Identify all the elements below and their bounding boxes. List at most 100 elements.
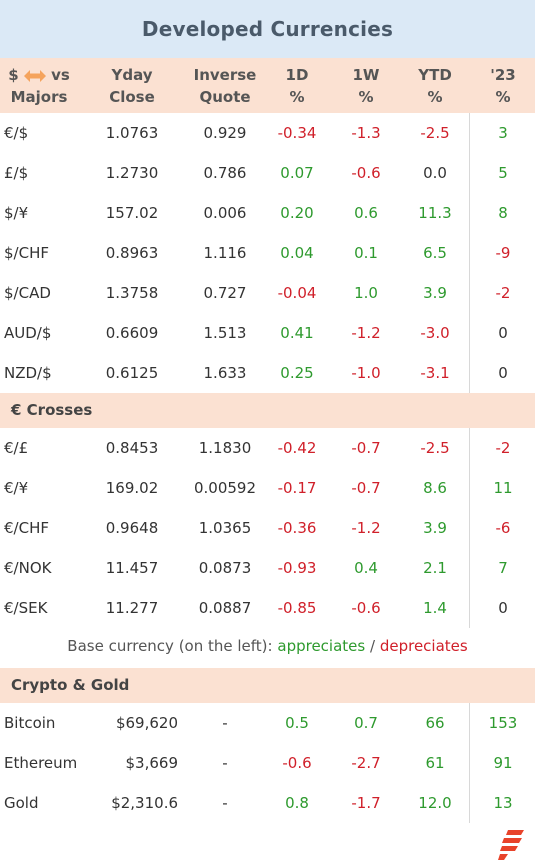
table-row: $/¥ 157.02 0.006 0.20 0.6 11.3 8 [0,193,535,233]
cell-pair: $/¥ [4,204,29,222]
cell-pair: €/$ [4,124,29,142]
cell-1w: -1.0 [351,364,381,382]
cell-inverse-quote: 1.1830 [198,439,252,457]
cell-yday-close: 0.9648 [105,519,159,537]
cell-ytd: 2.1 [423,559,447,577]
double-arrow-icon [23,69,46,82]
cell-pair: £/$ [4,164,29,182]
cell-inverse-quote: - [222,794,228,812]
cell-1d: 0.5 [285,714,309,732]
cell-pair: $/CAD [4,284,51,302]
page-title: Developed Currencies [141,17,394,41]
cell-yday-close: 1.0763 [105,124,159,142]
cell-pair: Ethereum [4,754,78,772]
table-row: Ethereum $3,669 - -0.6 -2.7 61 91 [0,743,535,783]
header-yday-close: Yday Close [109,66,155,106]
cell-ytd: 61 [425,754,445,772]
cell-1w: 0.7 [354,714,378,732]
cell-ytd: -3.1 [420,364,450,382]
crosses-section-header: € Crosses [0,393,535,428]
cell-pair: $/CHF [4,244,49,262]
cell-yday-close: 1.3758 [105,284,159,302]
cell-ytd: 0.0 [423,164,447,182]
cell-1w: -0.6 [351,599,381,617]
cell-2023: 0 [498,599,508,617]
cell-ytd: 11.3 [418,204,452,222]
crypto-section-header: Crypto & Gold [0,668,535,703]
cell-yday-close: $69,620 [115,714,178,732]
cell-ytd: 66 [425,714,445,732]
cell-2023: 11 [493,479,513,497]
cell-inverse-quote: 0.786 [203,164,247,182]
cell-1w: 0.4 [354,559,378,577]
cell-2023: 0 [498,324,508,342]
cell-1w: -1.7 [351,794,381,812]
cell-1d: -0.36 [277,519,317,537]
header-1d: 1D% [285,66,309,106]
column-divider [469,113,470,393]
cell-2023: 7 [498,559,508,577]
cell-ytd: -2.5 [420,124,450,142]
cell-pair: €/CHF [4,519,49,537]
cell-1w: -1.3 [351,124,381,142]
cell-inverse-quote: - [222,754,228,772]
table-row: AUD/$ 0.6609 1.513 0.41 -1.2 -3.0 0 [0,313,535,353]
cell-inverse-quote: 0.0873 [198,559,252,577]
cell-2023: -2 [495,284,511,302]
cell-pair: €/SEK [4,599,48,617]
cell-ytd: 12.0 [418,794,452,812]
cell-1d: -0.6 [282,754,312,772]
cell-1w: 0.6 [354,204,378,222]
table-row: €/CHF 0.9648 1.0365 -0.36 -1.2 3.9 -6 [0,508,535,548]
cell-1d: 0.04 [280,244,314,262]
cell-inverse-quote: 0.006 [203,204,247,222]
table-row: Bitcoin $69,620 - 0.5 0.7 66 153 [0,703,535,743]
cell-inverse-quote: - [222,714,228,732]
cell-2023: 153 [488,714,518,732]
cell-1d: -0.85 [277,599,317,617]
cell-yday-close: 0.6125 [105,364,159,382]
cell-1w: 1.0 [354,284,378,302]
cell-yday-close: 0.8453 [105,439,159,457]
cell-inverse-quote: 1.513 [203,324,247,342]
cell-2023: 91 [493,754,513,772]
table-row: £/$ 1.2730 0.786 0.07 -0.6 0.0 5 [0,153,535,193]
cell-yday-close: 1.2730 [105,164,159,182]
cell-1d: 0.20 [280,204,314,222]
column-header-row: $ vs Majors Yday Close Inverse Quote 1D% 1… [0,58,535,113]
cell-2023: 5 [498,164,508,182]
cell-pair: Bitcoin [4,714,56,732]
cell-1w: -0.7 [351,439,381,457]
cell-yday-close: $3,669 [125,754,179,772]
cell-inverse-quote: 0.00592 [193,479,257,497]
cell-yday-close: 11.457 [105,559,159,577]
cell-inverse-quote: 1.0365 [198,519,252,537]
cell-1d: 0.8 [285,794,309,812]
cell-pair: AUD/$ [4,324,52,342]
cell-yday-close: $2,310.6 [111,794,178,812]
color-legend: Base currency (on the left): appreciates… [67,637,468,655]
cell-1w: 0.1 [354,244,378,262]
column-divider [469,703,470,823]
cell-1d: 0.07 [280,164,314,182]
table-row: NZD/$ 0.6125 1.633 0.25 -1.0 -3.1 0 [0,353,535,393]
logo-icon [498,830,524,860]
cell-yday-close: 11.277 [105,599,159,617]
cell-1d: -0.34 [277,124,317,142]
table-row: Gold $2,310.6 - 0.8 -1.7 12.0 13 [0,783,535,823]
cell-2023: -6 [495,519,511,537]
title-bar: Developed Currencies [0,0,535,58]
cell-pair: NZD/$ [4,364,52,382]
cell-1w: -0.7 [351,479,381,497]
column-divider [469,428,470,628]
cell-1w: -2.7 [351,754,381,772]
cell-inverse-quote: 0.929 [203,124,247,142]
table-row: €/$ 1.0763 0.929 -0.34 -1.3 -2.5 3 [0,113,535,153]
cell-1d: -0.42 [277,439,317,457]
cell-pair: €/¥ [4,479,29,497]
cell-yday-close: 169.02 [105,479,159,497]
table-row: €/£ 0.8453 1.1830 -0.42 -0.7 -2.5 -2 [0,428,535,468]
table-row: €/¥ 169.02 0.00592 -0.17 -0.7 8.6 11 [0,468,535,508]
header-inverse-quote: Inverse Quote [193,66,257,106]
cell-1d: -0.93 [277,559,317,577]
